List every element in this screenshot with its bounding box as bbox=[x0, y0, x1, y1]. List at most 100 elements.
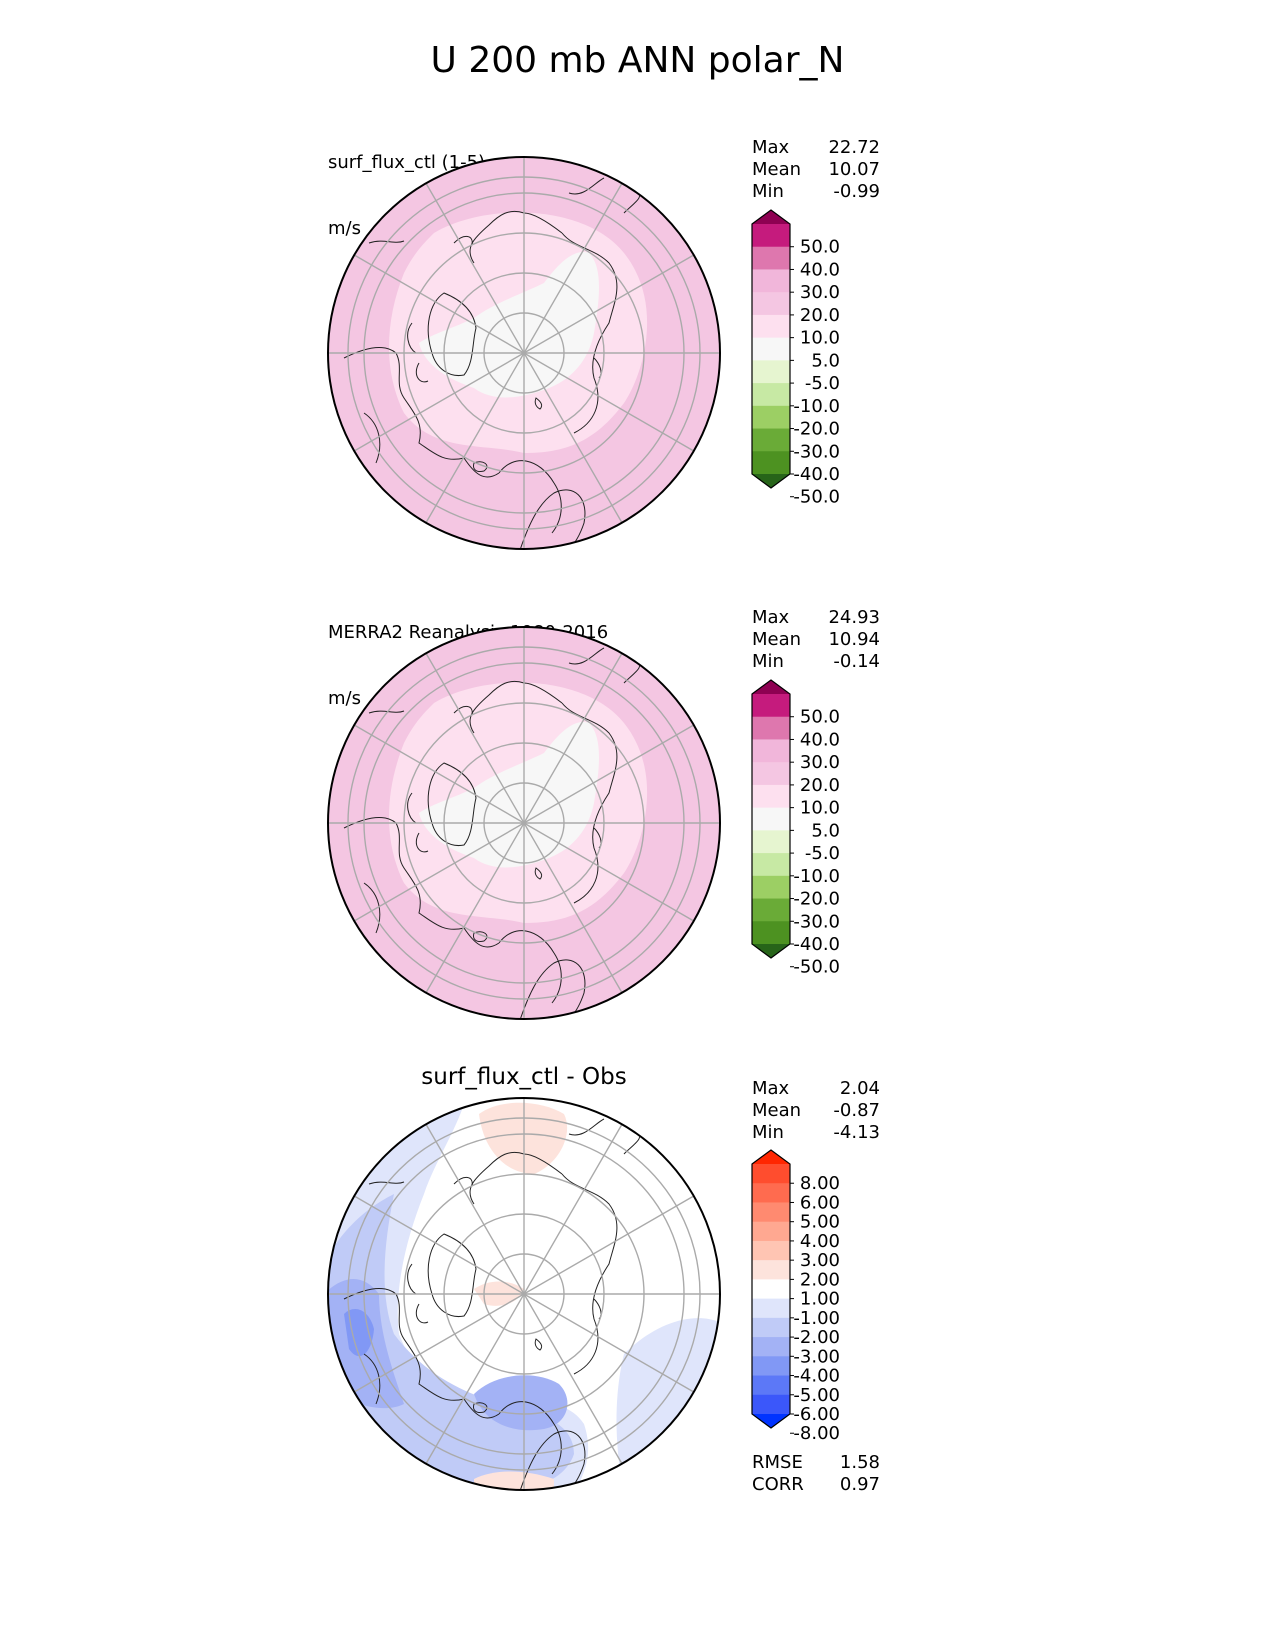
colorbar-tick-label: 5.00 bbox=[800, 1212, 840, 1233]
coastline-segment bbox=[343, 1288, 500, 1419]
colorbar-band bbox=[752, 405, 790, 430]
colorbar-band bbox=[752, 337, 790, 361]
stat-label: Max bbox=[752, 607, 790, 628]
colorbar-band bbox=[752, 739, 790, 763]
coastline-segment bbox=[518, 489, 586, 549]
metric-label: CORR bbox=[752, 1474, 804, 1495]
stat-label: Mean bbox=[752, 629, 802, 650]
colorbar-tick-label: 4.00 bbox=[800, 1231, 840, 1252]
colorbar-band bbox=[752, 1317, 790, 1338]
panel1-stats: Max 22.72 Mean 10.07 Min -0.99 bbox=[752, 137, 880, 203]
colorbar-band bbox=[752, 1356, 790, 1377]
colorbar-tick-label: -20.0 bbox=[793, 419, 840, 440]
coastline-segment bbox=[498, 460, 562, 534]
colorbar-tick-label: 3.00 bbox=[800, 1250, 840, 1271]
field-calm-core bbox=[419, 252, 599, 398]
field-calm-core bbox=[419, 722, 599, 868]
coastline-segment bbox=[518, 959, 586, 1019]
meridian-line bbox=[353, 724, 695, 922]
coastline-segment bbox=[363, 882, 381, 934]
coastline-segment bbox=[473, 461, 488, 472]
colorbar-tick-label: 20.0 bbox=[800, 305, 840, 326]
panel3-colorbar: 8.006.005.004.003.002.001.00-1.00-2.00-3… bbox=[751, 1149, 840, 1444]
colorbar-tick-label: 1.00 bbox=[800, 1289, 840, 1310]
colorbar-band bbox=[752, 383, 790, 407]
graticule bbox=[328, 157, 720, 549]
colorbar-extend-bottom bbox=[752, 944, 790, 958]
colorbar-band bbox=[752, 1183, 790, 1203]
panel1-colorbar: 50.040.030.020.010.05.0-5.0-10.0-20.0-30… bbox=[751, 209, 840, 508]
coastline-segment bbox=[427, 292, 477, 377]
coastline-segment bbox=[427, 1233, 477, 1318]
meridian-line bbox=[353, 254, 695, 452]
colorbar-extend-bottom bbox=[752, 1414, 790, 1428]
colorbar-band bbox=[752, 784, 790, 809]
stat-label: Mean bbox=[752, 1100, 802, 1121]
colorbar-tick-label: -30.0 bbox=[793, 441, 840, 462]
colorbar-band bbox=[752, 1375, 790, 1396]
stat-label: Max bbox=[752, 1078, 790, 1099]
panel2-mean: 10.94 bbox=[828, 629, 880, 650]
colorbar-tick-label: -5.0 bbox=[805, 373, 840, 394]
colorbar-tick-label: -40.0 bbox=[793, 464, 840, 485]
panel2-min: -0.14 bbox=[833, 651, 880, 672]
map-boundary bbox=[327, 1097, 721, 1491]
colorbar-tick-label: 8.00 bbox=[800, 1173, 840, 1194]
coastline-segment bbox=[534, 1338, 543, 1351]
colorbar-tick-label: -2.00 bbox=[793, 1327, 840, 1348]
graticule bbox=[328, 627, 720, 1019]
panel3-min: -4.13 bbox=[833, 1122, 880, 1143]
colorbar-tick-label: -3.00 bbox=[793, 1346, 840, 1367]
coastline-segment bbox=[561, 232, 618, 434]
coastline-segment bbox=[453, 706, 473, 716]
colorbar-band bbox=[752, 451, 790, 475]
colorbar-tick-label: -8.00 bbox=[793, 1423, 840, 1444]
colorbar-tick-label: -5.0 bbox=[805, 843, 840, 864]
coastlines bbox=[343, 647, 641, 1019]
map-boundary bbox=[327, 156, 721, 550]
stat-label: Min bbox=[752, 1122, 784, 1143]
panel3-corr: 0.97 bbox=[839, 1474, 880, 1495]
colorbar-band bbox=[752, 314, 790, 339]
colorbar-band bbox=[752, 1240, 790, 1261]
colorbar-band bbox=[752, 807, 790, 831]
colorbar-tick-label: -6.00 bbox=[793, 1404, 840, 1425]
colorbar-tick-label: -50.0 bbox=[793, 957, 840, 978]
panel3-max: 2.04 bbox=[839, 1078, 880, 1099]
colorbar-band bbox=[752, 921, 790, 945]
colorbar-band bbox=[752, 716, 790, 740]
coastline-segment bbox=[518, 1430, 586, 1490]
coastline-segment bbox=[473, 931, 488, 942]
colorbar-band bbox=[752, 694, 790, 718]
colorbar-extend-top bbox=[752, 210, 790, 224]
colorbar-tick-label: -20.0 bbox=[793, 889, 840, 910]
colorbar-band bbox=[752, 292, 790, 316]
colorbar-tick-label: 30.0 bbox=[800, 752, 840, 773]
colorbar-band bbox=[752, 360, 790, 384]
coastline-segment bbox=[534, 867, 543, 880]
panel1-min: -0.99 bbox=[833, 181, 880, 202]
colorbar-tick-label: -1.00 bbox=[793, 1308, 840, 1329]
coastline-segment bbox=[407, 322, 429, 383]
panel1-units: m/s bbox=[328, 218, 361, 239]
panel3-mean: -0.87 bbox=[833, 1100, 880, 1121]
colorbar-band bbox=[752, 269, 790, 293]
figure-title: U 200 mb ANN polar_N bbox=[430, 40, 845, 81]
colorbar-tick-label: 10.0 bbox=[800, 328, 840, 349]
coastline-segment bbox=[343, 347, 500, 478]
colorbar-band bbox=[752, 1221, 790, 1242]
colorbar-extend-bottom bbox=[752, 474, 790, 488]
coastline-segment bbox=[498, 930, 562, 1004]
panel1-mean: 10.07 bbox=[828, 159, 880, 180]
field-negative-3b bbox=[474, 1375, 568, 1431]
colorbar-band bbox=[752, 1279, 790, 1300]
panel3-polar-map bbox=[327, 1097, 721, 1491]
coastline-segment bbox=[561, 702, 618, 904]
colorbar-tick-label: 2.00 bbox=[800, 1269, 840, 1290]
colorbar-extend-top bbox=[752, 680, 790, 694]
panel3-stats: Max 2.04 Mean -0.87 Min -4.13 bbox=[752, 1078, 880, 1144]
colorbar-tick-label: -50.0 bbox=[793, 487, 840, 508]
panel2-max: 24.93 bbox=[828, 607, 880, 628]
colorbar-band bbox=[752, 1337, 790, 1357]
colorbar-tick-label: 30.0 bbox=[800, 282, 840, 303]
